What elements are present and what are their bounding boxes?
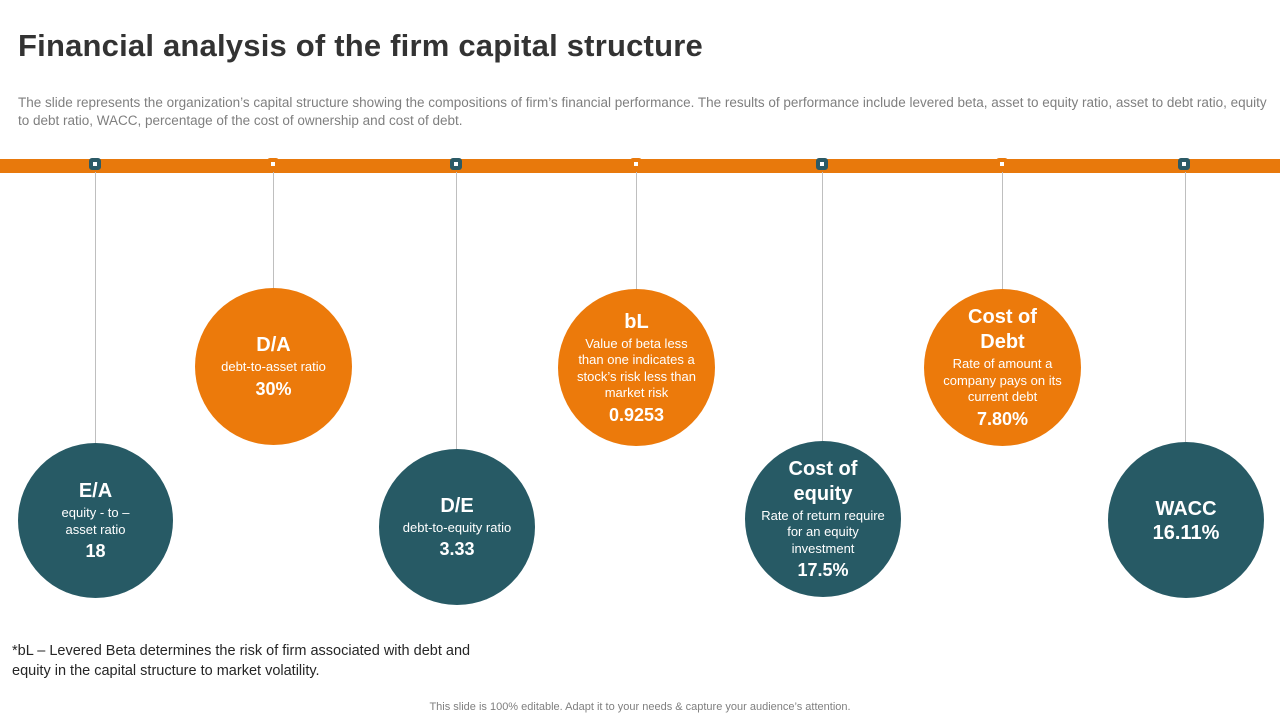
metric-value: 18 (85, 541, 106, 561)
metric-description: debt-to-equity ratio (402, 519, 512, 535)
metric-description: equity - to – asset ratio (61, 505, 130, 537)
metric-heading: bL (624, 310, 649, 333)
timeline-pin-bl (630, 158, 642, 170)
metric-value: 17.5% (797, 560, 849, 581)
metric-circle-cost-of-equity: Cost of equity Rate of return require fo… (745, 441, 901, 597)
connector-line-wacc (1185, 172, 1186, 442)
timeline-pin-cost-of-debt (996, 158, 1008, 170)
connector-line-da (273, 172, 274, 289)
metric-circle-ea: E/A equity - to – asset ratio 18 (18, 443, 173, 598)
metric-circle-de: D/E debt-to-equity ratio 3.33 (379, 449, 535, 605)
metric-value: 0.9253 (608, 404, 665, 425)
timeline-pin-de (450, 158, 462, 170)
footer-note: This slide is 100% editable. Adapt it to… (429, 701, 851, 713)
connector-line-cost-of-equity (822, 172, 823, 442)
connector-line-de (456, 172, 457, 449)
page-title: Financial analysis of the firm capital s… (18, 28, 703, 63)
connector-line-bl (636, 172, 637, 289)
connector-line-cost-of-debt (1002, 172, 1003, 289)
metric-value: 30% (255, 378, 292, 399)
metric-circle-bl: bL Value of beta less than one indicates… (558, 289, 715, 446)
metric-circle-da: D/A debt-to-asset ratio 30% (195, 288, 352, 445)
metric-heading: Cost of equity (788, 457, 858, 505)
metric-description: Rate of amount a company pays on its cur… (943, 356, 1062, 405)
metric-heading: D/A (256, 334, 291, 357)
timeline-pin-da (267, 158, 279, 170)
metric-value: 7.80% (976, 408, 1029, 429)
metric-circle-cost-of-debt: Cost of Debt Rate of amount a company pa… (924, 289, 1081, 446)
metric-heading: D/E (440, 494, 474, 517)
metric-description: debt-to-asset ratio (221, 359, 326, 375)
metric-heading: Cost of Debt (968, 306, 1037, 354)
metric-circle-wacc: WACC 16.11% (1108, 442, 1264, 598)
metric-description: Value of beta less than one indicates a … (577, 335, 696, 401)
metric-value: 3.33 (439, 539, 475, 560)
timeline-pin-wacc (1178, 158, 1190, 170)
timeline-pin-cost-of-equity (816, 158, 828, 170)
metric-heading: WACC (1155, 497, 1217, 520)
page-subtitle: The slide represents the organization’s … (18, 95, 1267, 128)
timeline-pin-ea (89, 158, 101, 170)
footnote: *bL – Levered Beta determines the risk o… (12, 643, 471, 679)
metric-value: 16.11% (1152, 521, 1220, 544)
metric-heading: E/A (78, 480, 113, 502)
metric-description: Rate of return require for an equity inv… (761, 507, 885, 556)
connector-line-ea (95, 172, 96, 443)
